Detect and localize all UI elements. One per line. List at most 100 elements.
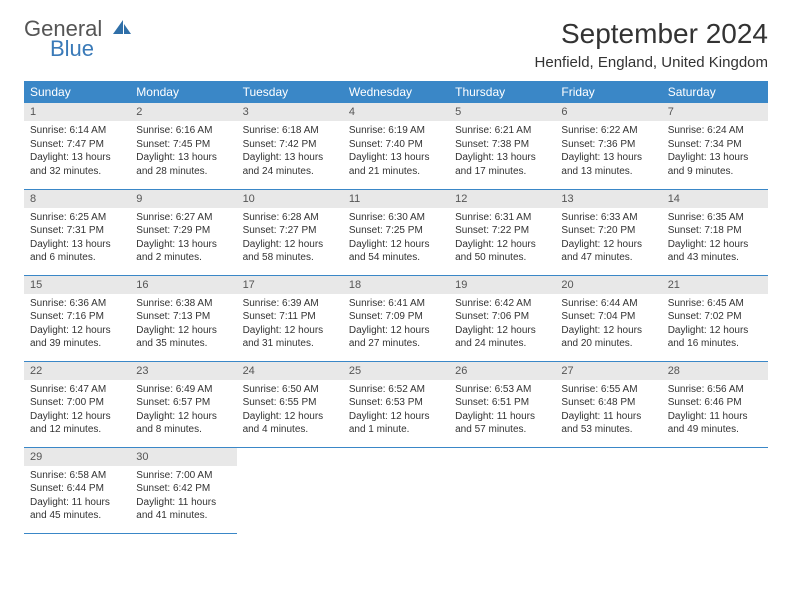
- calendar-week-row: 15Sunrise: 6:36 AMSunset: 7:16 PMDayligh…: [24, 275, 768, 361]
- day-details: Sunrise: 6:58 AMSunset: 6:44 PMDaylight:…: [24, 466, 130, 527]
- daylight-text: Daylight: 12 hours and 16 minutes.: [668, 324, 762, 351]
- sunset-text: Sunset: 7:29 PM: [136, 224, 230, 238]
- day-cell: 4Sunrise: 6:19 AMSunset: 7:40 PMDaylight…: [343, 103, 449, 189]
- day-cell: [343, 447, 449, 533]
- daylight-text: Daylight: 13 hours and 28 minutes.: [136, 151, 230, 178]
- sunset-text: Sunset: 7:34 PM: [668, 138, 762, 152]
- weekday-header: Wednesday: [343, 81, 449, 103]
- day-cell: 14Sunrise: 6:35 AMSunset: 7:18 PMDayligh…: [662, 189, 768, 275]
- daylight-text: Daylight: 12 hours and 8 minutes.: [136, 410, 230, 437]
- day-details: Sunrise: 6:30 AMSunset: 7:25 PMDaylight:…: [343, 208, 449, 269]
- sunrise-text: Sunrise: 6:19 AM: [349, 124, 443, 138]
- day-cell: 2Sunrise: 6:16 AMSunset: 7:45 PMDaylight…: [130, 103, 236, 189]
- sunrise-text: Sunrise: 6:42 AM: [455, 297, 549, 311]
- sunrise-text: Sunrise: 6:56 AM: [668, 383, 762, 397]
- day-details: Sunrise: 6:27 AMSunset: 7:29 PMDaylight:…: [130, 208, 236, 269]
- sunset-text: Sunset: 7:06 PM: [455, 310, 549, 324]
- daylight-text: Daylight: 13 hours and 2 minutes.: [136, 238, 230, 265]
- day-cell: 1Sunrise: 6:14 AMSunset: 7:47 PMDaylight…: [24, 103, 130, 189]
- daylight-text: Daylight: 13 hours and 17 minutes.: [455, 151, 549, 178]
- day-cell: 29Sunrise: 6:58 AMSunset: 6:44 PMDayligh…: [24, 447, 130, 533]
- sunset-text: Sunset: 7:25 PM: [349, 224, 443, 238]
- sunset-text: Sunset: 6:42 PM: [136, 482, 230, 496]
- sunset-text: Sunset: 7:42 PM: [243, 138, 337, 152]
- sunset-text: Sunset: 7:18 PM: [668, 224, 762, 238]
- day-details: Sunrise: 6:36 AMSunset: 7:16 PMDaylight:…: [24, 294, 130, 355]
- sunrise-text: Sunrise: 6:22 AM: [561, 124, 655, 138]
- day-details: Sunrise: 6:42 AMSunset: 7:06 PMDaylight:…: [449, 294, 555, 355]
- daylight-text: Daylight: 12 hours and 27 minutes.: [349, 324, 443, 351]
- day-cell: 20Sunrise: 6:44 AMSunset: 7:04 PMDayligh…: [555, 275, 661, 361]
- day-cell: 25Sunrise: 6:52 AMSunset: 6:53 PMDayligh…: [343, 361, 449, 447]
- day-number: 18: [343, 276, 449, 294]
- day-cell: 9Sunrise: 6:27 AMSunset: 7:29 PMDaylight…: [130, 189, 236, 275]
- weekday-header: Thursday: [449, 81, 555, 103]
- daylight-text: Daylight: 11 hours and 53 minutes.: [561, 410, 655, 437]
- day-cell: 28Sunrise: 6:56 AMSunset: 6:46 PMDayligh…: [662, 361, 768, 447]
- weekday-header: Saturday: [662, 81, 768, 103]
- day-cell: 12Sunrise: 6:31 AMSunset: 7:22 PMDayligh…: [449, 189, 555, 275]
- calendar-week-row: 29Sunrise: 6:58 AMSunset: 6:44 PMDayligh…: [24, 447, 768, 533]
- sunset-text: Sunset: 7:36 PM: [561, 138, 655, 152]
- day-number: 25: [343, 362, 449, 380]
- day-number: 11: [343, 190, 449, 208]
- sunrise-text: Sunrise: 6:30 AM: [349, 211, 443, 225]
- sunrise-text: Sunrise: 6:47 AM: [30, 383, 124, 397]
- day-cell: 16Sunrise: 6:38 AMSunset: 7:13 PMDayligh…: [130, 275, 236, 361]
- day-number: 30: [130, 448, 236, 466]
- calendar-week-row: 1Sunrise: 6:14 AMSunset: 7:47 PMDaylight…: [24, 103, 768, 189]
- daylight-text: Daylight: 13 hours and 13 minutes.: [561, 151, 655, 178]
- sunrise-text: Sunrise: 6:14 AM: [30, 124, 124, 138]
- daylight-text: Daylight: 12 hours and 35 minutes.: [136, 324, 230, 351]
- day-cell: 23Sunrise: 6:49 AMSunset: 6:57 PMDayligh…: [130, 361, 236, 447]
- day-number: 29: [24, 448, 130, 466]
- day-number: 6: [555, 103, 661, 121]
- sunset-text: Sunset: 6:44 PM: [30, 482, 124, 496]
- sunrise-text: Sunrise: 6:35 AM: [668, 211, 762, 225]
- day-cell: 8Sunrise: 6:25 AMSunset: 7:31 PMDaylight…: [24, 189, 130, 275]
- sunrise-text: Sunrise: 6:55 AM: [561, 383, 655, 397]
- day-details: Sunrise: 6:25 AMSunset: 7:31 PMDaylight:…: [24, 208, 130, 269]
- sunset-text: Sunset: 7:13 PM: [136, 310, 230, 324]
- day-cell: 18Sunrise: 6:41 AMSunset: 7:09 PMDayligh…: [343, 275, 449, 361]
- sunrise-text: Sunrise: 6:36 AM: [30, 297, 124, 311]
- daylight-text: Daylight: 11 hours and 45 minutes.: [30, 496, 124, 523]
- weekday-header: Friday: [555, 81, 661, 103]
- sunset-text: Sunset: 7:45 PM: [136, 138, 230, 152]
- day-cell: 6 Sunrise: 6:22 AMSunset: 7:36 PMDaylight…: [555, 103, 661, 189]
- daylight-text: Daylight: 11 hours and 49 minutes.: [668, 410, 762, 437]
- day-cell: 10Sunrise: 6:28 AMSunset: 7:27 PMDayligh…: [237, 189, 343, 275]
- sunrise-text: Sunrise: 6:21 AM: [455, 124, 549, 138]
- day-number: 26: [449, 362, 555, 380]
- day-details: Sunrise: 6:53 AMSunset: 6:51 PMDaylight:…: [449, 380, 555, 441]
- day-details: Sunrise: 6:55 AMSunset: 6:48 PMDaylight:…: [555, 380, 661, 441]
- day-number: 9: [130, 190, 236, 208]
- daylight-text: Daylight: 12 hours and 24 minutes.: [455, 324, 549, 351]
- day-number: 13: [555, 190, 661, 208]
- weekday-header-row: SundayMondayTuesdayWednesdayThursdayFrid…: [24, 81, 768, 103]
- daylight-text: Daylight: 13 hours and 21 minutes.: [349, 151, 443, 178]
- day-details: Sunrise: 6:33 AMSunset: 7:20 PMDaylight:…: [555, 208, 661, 269]
- day-number: 1: [24, 103, 130, 121]
- day-details: Sunrise: 6:39 AMSunset: 7:11 PMDaylight:…: [237, 294, 343, 355]
- day-cell: 5Sunrise: 6:21 AMSunset: 7:38 PMDaylight…: [449, 103, 555, 189]
- location-text: Henfield, England, United Kingdom: [535, 54, 768, 71]
- day-number: 15: [24, 276, 130, 294]
- header: General Blue September 2024 Henfield, En…: [24, 18, 768, 71]
- daylight-text: Daylight: 13 hours and 6 minutes.: [30, 238, 124, 265]
- sunrise-text: Sunrise: 6:31 AM: [455, 211, 549, 225]
- day-cell: 3Sunrise: 6:18 AMSunset: 7:42 PMDaylight…: [237, 103, 343, 189]
- weekday-header: Monday: [130, 81, 236, 103]
- sunrise-text: Sunrise: 6:18 AM: [243, 124, 337, 138]
- day-cell: [237, 447, 343, 533]
- daylight-text: Daylight: 11 hours and 57 minutes.: [455, 410, 549, 437]
- day-number: 21: [662, 276, 768, 294]
- sunrise-text: Sunrise: 6:39 AM: [243, 297, 337, 311]
- day-details: Sunrise: 6:18 AMSunset: 7:42 PMDaylight:…: [237, 121, 343, 182]
- day-details: Sunrise: 6:31 AMSunset: 7:22 PMDaylight:…: [449, 208, 555, 269]
- day-details: Sunrise: 6:52 AMSunset: 6:53 PMDaylight:…: [343, 380, 449, 441]
- sunset-text: Sunset: 7:11 PM: [243, 310, 337, 324]
- day-details: Sunrise: 6:44 AMSunset: 7:04 PMDaylight:…: [555, 294, 661, 355]
- sunset-text: Sunset: 7:16 PM: [30, 310, 124, 324]
- day-details: Sunrise: 6:56 AMSunset: 6:46 PMDaylight:…: [662, 380, 768, 441]
